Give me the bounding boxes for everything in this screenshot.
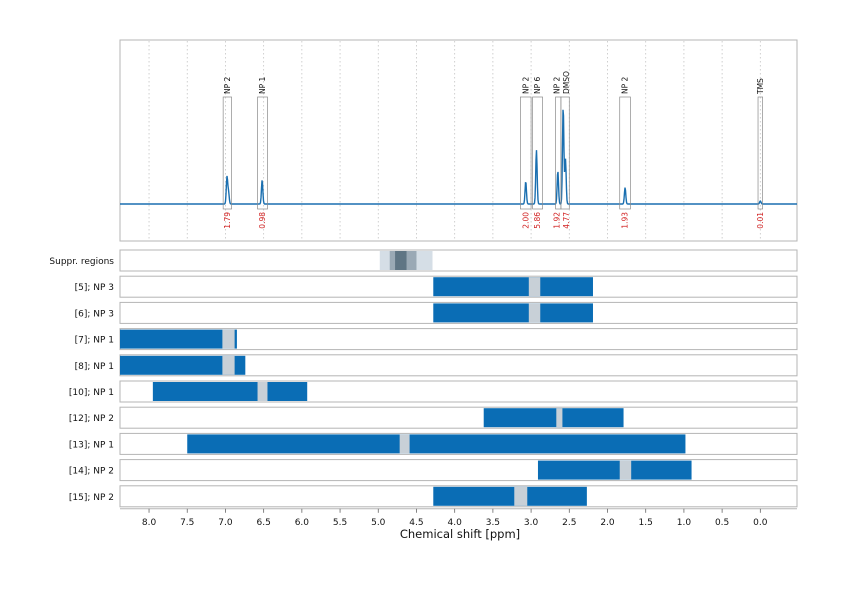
range-gap	[257, 382, 268, 401]
x-axis-label: Chemical shift [ppm]	[400, 527, 520, 541]
row-frame	[119, 406, 798, 429]
peak-label: NP 2	[521, 76, 530, 94]
peak-label: NP 2	[223, 76, 232, 94]
row-label: [12]; NP 2	[69, 414, 114, 424]
peak-annotation-box	[532, 96, 543, 210]
x-tick-label: 7.0	[218, 518, 233, 528]
range-bar	[120, 329, 237, 349]
x-axis: 8.0 7.5 7.0 6.5 6.0 5.5 5.0 4.5 4.0 3.5 3.0 2.5 2.0 1…	[120, 508, 797, 528]
peak-label: NP 6	[533, 76, 542, 94]
x-tick-label: 2.5	[562, 518, 576, 528]
row-label: [8]; NP 1	[75, 362, 114, 372]
x-tick-label: 5.5	[333, 518, 347, 528]
range-rows: Suppr. regions [5]; NP 3 [6]; NP 3 [7]; NP …	[49, 249, 798, 508]
spectrum-panel: NP 2 1.79 NP 1 0.98 NP 2 2.00 NP 6 5.86 NP 2 1.92…	[120, 71, 797, 229]
x-tick-label: 3.5	[486, 518, 500, 528]
range-gap	[528, 277, 541, 297]
peak-annotation-box	[757, 96, 763, 210]
range-bar	[120, 355, 246, 375]
peak-label: TMS	[756, 78, 765, 95]
row-frame	[119, 249, 798, 272]
x-tick-label: 0.5	[715, 518, 729, 528]
spectrum-panel-frame	[119, 39, 798, 242]
x-tick-label: 5.0	[371, 518, 386, 528]
peak-annotation-box	[257, 96, 268, 210]
spectrum-line	[120, 109, 797, 205]
x-tick-label: 4.0	[448, 518, 463, 528]
peak-label: NP 2	[552, 76, 561, 94]
range-gap	[222, 355, 235, 375]
row-label: [7]; NP 1	[75, 336, 114, 346]
peak-label: DMSO	[562, 71, 571, 94]
x-tick-label: 1.0	[677, 518, 692, 528]
suppressed-band	[395, 251, 407, 270]
range-bar	[433, 303, 593, 323]
x-tick-label: 7.5	[180, 518, 194, 528]
x-tick-label: 3.0	[524, 518, 539, 528]
integral-value: 1.92	[552, 212, 561, 229]
integral-value: 4.77	[562, 212, 571, 229]
integral-value: 1.79	[223, 212, 232, 229]
range-gap	[222, 329, 235, 349]
x-tick-label: 0.0	[753, 518, 768, 528]
row-label: [6]; NP 3	[75, 309, 114, 319]
range-bar	[433, 486, 587, 506]
range-bar	[152, 382, 308, 401]
range-gap	[399, 434, 410, 454]
grid-lines	[148, 41, 761, 240]
integral-value: 5.86	[533, 212, 542, 229]
row-label: Suppr. regions	[49, 257, 114, 267]
range-bar	[433, 277, 593, 297]
peak-annotation-box	[520, 96, 532, 210]
integral-value: 0.01	[756, 212, 765, 229]
row-label: [5]; NP 3	[75, 283, 114, 293]
peak-annotation-box	[222, 96, 232, 210]
range-gap	[528, 303, 541, 323]
row-label: [15]; NP 2	[69, 493, 114, 503]
range-gap	[514, 486, 528, 506]
x-tick-label: 4.5	[409, 518, 423, 528]
range-gap	[619, 460, 632, 480]
integral-value: 1.93	[621, 212, 630, 229]
x-tick-label: 2.0	[600, 518, 615, 528]
row-label: [13]; NP 1	[69, 440, 114, 450]
range-bar	[537, 460, 692, 480]
peak-annotation-box	[560, 96, 570, 210]
range-bar	[483, 408, 624, 428]
peak-label: NP 1	[258, 76, 267, 94]
integral-value: 2.00	[521, 212, 530, 229]
range-gap	[556, 408, 563, 428]
x-tick-label: 6.0	[295, 518, 310, 528]
peak-annotation-box	[619, 96, 631, 210]
row-label: [10]; NP 1	[69, 388, 114, 398]
peak-label: NP 2	[621, 76, 630, 94]
x-tick-label: 1.5	[639, 518, 653, 528]
row-frame	[119, 459, 798, 482]
integral-value: 0.98	[258, 212, 267, 229]
x-tick-label: 8.0	[142, 518, 157, 528]
range-bar	[187, 434, 686, 454]
x-tick-label: 6.5	[256, 518, 270, 528]
row-label: [14]; NP 2	[69, 467, 114, 477]
